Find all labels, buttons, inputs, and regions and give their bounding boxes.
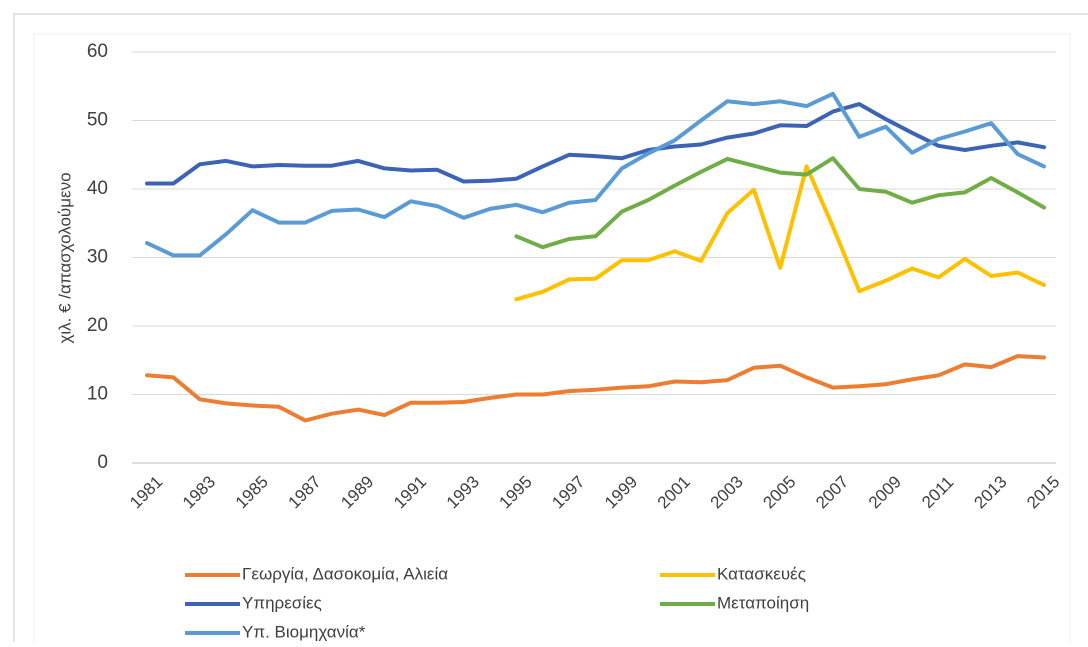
y-tick-label: 60 [87,41,108,62]
y-tick-label: 0 [97,452,108,473]
y-tick-label: 30 [87,247,108,268]
y-tick-label: 50 [87,110,108,131]
legend-label: Υπηρεσίες [242,593,322,612]
legend-label: Γεωργία, Δασοκομία, Αλιεία [242,564,448,583]
series-line [514,156,1046,250]
series-line [514,164,1046,302]
y-tick-label: 10 [87,384,108,405]
y-tick-label: 40 [87,178,108,199]
legend-label: Υπ. Βιομηχανία* [242,622,366,641]
y-tick-label: 20 [87,315,108,336]
plot-panel [33,33,1071,647]
y-axis-label: χιλ. € /απασχολούμενο [55,172,74,343]
series-line [145,354,1046,423]
legend-label: Κατασκευές [717,564,806,583]
series-line [145,91,1046,258]
series-line [145,102,1046,186]
legend-label: Μεταποίηση [717,593,809,612]
